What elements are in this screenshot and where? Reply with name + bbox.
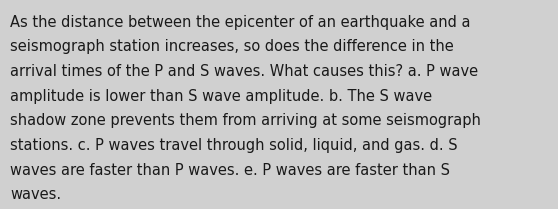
Text: stations. c. P waves travel through solid, liquid, and gas. d. S: stations. c. P waves travel through soli… (10, 138, 458, 153)
Text: waves.: waves. (10, 187, 61, 202)
Text: seismograph station increases, so does the difference in the: seismograph station increases, so does t… (10, 39, 454, 54)
Text: shadow zone prevents them from arriving at some seismograph: shadow zone prevents them from arriving … (10, 113, 481, 128)
Text: arrival times of the P and S waves. What causes this? a. P wave: arrival times of the P and S waves. What… (10, 64, 478, 79)
Text: amplitude is lower than S wave amplitude. b. The S wave: amplitude is lower than S wave amplitude… (10, 89, 432, 104)
Text: As the distance between the epicenter of an earthquake and a: As the distance between the epicenter of… (10, 15, 470, 30)
Text: waves are faster than P waves. e. P waves are faster than S: waves are faster than P waves. e. P wave… (10, 163, 450, 178)
